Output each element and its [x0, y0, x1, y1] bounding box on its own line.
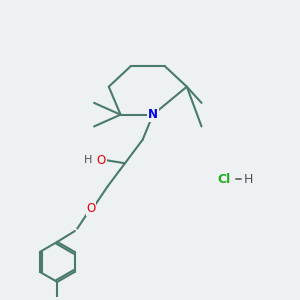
Text: H: H: [84, 155, 92, 165]
Text: O: O: [86, 202, 96, 215]
Text: H: H: [244, 173, 253, 186]
Text: O: O: [97, 154, 106, 167]
Text: N: N: [148, 108, 158, 121]
Text: Cl: Cl: [217, 173, 230, 186]
